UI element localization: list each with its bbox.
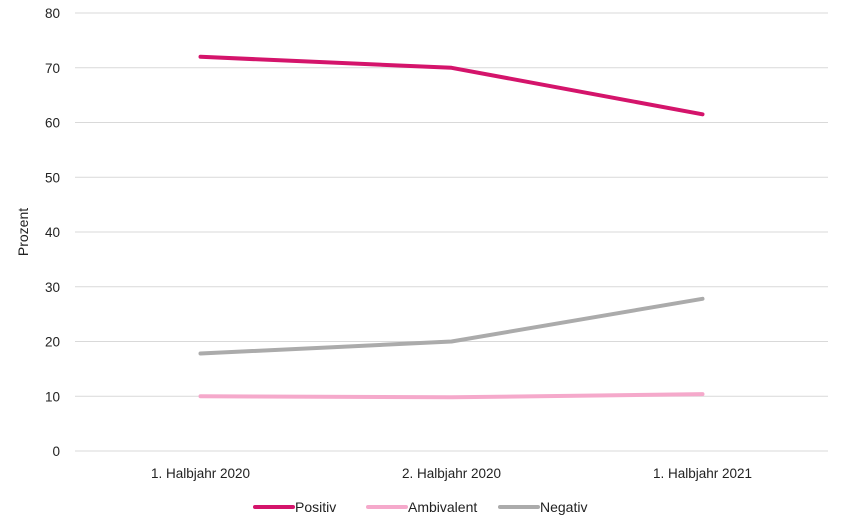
x-tick-label: 1. Halbjahr 2021 — [653, 466, 752, 481]
y-tick-label: 60 — [45, 116, 60, 131]
legend-label: Ambivalent — [408, 499, 477, 515]
x-axis-ticks: 1. Halbjahr 2020 2. Halbjahr 2020 1. Halbj… — [151, 466, 752, 481]
legend-label: Negativ — [540, 499, 587, 515]
gridlines — [75, 12, 828, 452]
y-tick-label: 20 — [45, 335, 60, 350]
y-tick-label: 80 — [45, 6, 60, 21]
legend-item-ambivalent: Ambivalent — [366, 499, 477, 515]
y-axis-ticks: 0 10 20 30 40 50 60 70 80 — [45, 6, 60, 459]
x-tick-label: 2. Halbjahr 2020 — [402, 466, 501, 481]
series-line-positiv — [198, 54, 705, 117]
series-line-ambivalent — [198, 392, 705, 400]
series-lines — [198, 54, 705, 400]
y-tick-label: 30 — [45, 280, 60, 295]
y-tick-label: 40 — [45, 225, 60, 240]
y-axis-label: Prozent — [15, 208, 31, 256]
legend-label: Positiv — [295, 499, 336, 515]
series-line-negativ — [198, 296, 705, 356]
y-tick-label: 0 — [52, 444, 60, 459]
legend-item-positiv: Positiv — [253, 499, 336, 515]
x-tick-label: 1. Halbjahr 2020 — [151, 466, 250, 481]
y-tick-label: 10 — [45, 389, 60, 404]
legend-item-negativ: Negativ — [498, 499, 587, 515]
y-tick-label: 50 — [45, 170, 60, 185]
y-tick-label: 70 — [45, 61, 60, 76]
legend: Positiv Ambivalent Negativ — [253, 499, 587, 515]
